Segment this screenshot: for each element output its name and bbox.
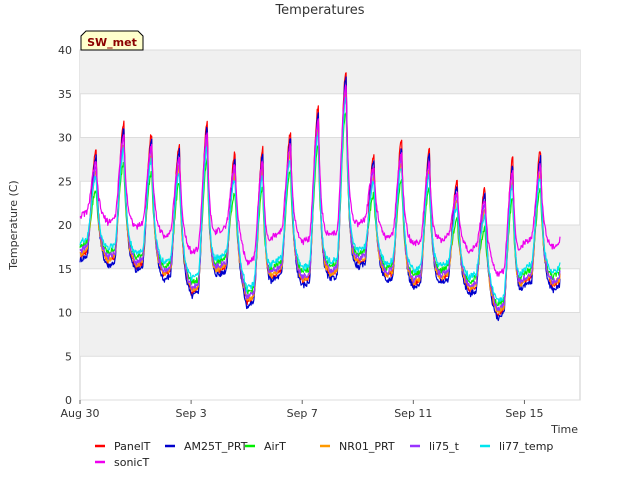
x-tick-label: Sep 11 xyxy=(394,407,432,420)
y-tick-label: 35 xyxy=(58,88,72,101)
y-tick-label: 0 xyxy=(65,394,72,407)
y-tick-label: 10 xyxy=(58,307,72,320)
x-axis-label: Time xyxy=(550,423,578,436)
y-tick-label: 30 xyxy=(58,132,72,145)
station-badge: SW_met xyxy=(80,30,144,51)
x-tick-label: Sep 15 xyxy=(505,407,543,420)
x-tick-label: Sep 3 xyxy=(175,407,206,420)
gridlines xyxy=(80,49,580,401)
y-tick-label: 5 xyxy=(65,350,72,363)
x-tick-label: Sep 7 xyxy=(287,407,318,420)
legend-label-li77_temp: li77_temp xyxy=(499,440,553,453)
legend-label-NR01_PRT: NR01_PRT xyxy=(339,440,395,453)
series-lines xyxy=(79,72,561,322)
legend-label-sonicT: sonicT xyxy=(114,456,150,469)
legend-label-AM25T_PRT: AM25T_PRT xyxy=(184,440,248,453)
x-tick-label: Aug 30 xyxy=(61,407,100,420)
legend-label-PanelT: PanelT xyxy=(114,440,151,453)
y-tick-label: 20 xyxy=(58,219,72,232)
y-axis-label: Temperature (C) xyxy=(7,180,20,270)
legend-label-li75_t: li75_t xyxy=(429,440,460,453)
plot-band xyxy=(80,50,580,94)
plot-band xyxy=(80,312,580,357)
y-tick-label: 25 xyxy=(58,175,72,188)
station-badge-label: SW_met xyxy=(87,36,137,49)
y-axis-ticks: 0 5 10 15 20 25 30 35 40 xyxy=(58,44,72,407)
series-line-li77_temp xyxy=(79,96,561,303)
series-line-sonicT xyxy=(79,84,561,277)
legend-label-AirT: AirT xyxy=(264,440,286,453)
y-tick-label: 15 xyxy=(58,263,72,276)
plot-band xyxy=(80,137,580,182)
chart-title: Temperatures xyxy=(274,3,364,18)
x-axis-ticks: Aug 30 Sep 3 Sep 7 Sep 11 Sep 15 xyxy=(61,400,544,420)
legend: PanelT AM25T_PRT AirT NR01_PRT li75_t li77_te… xyxy=(95,440,553,469)
y-tick-label: 40 xyxy=(58,44,72,57)
